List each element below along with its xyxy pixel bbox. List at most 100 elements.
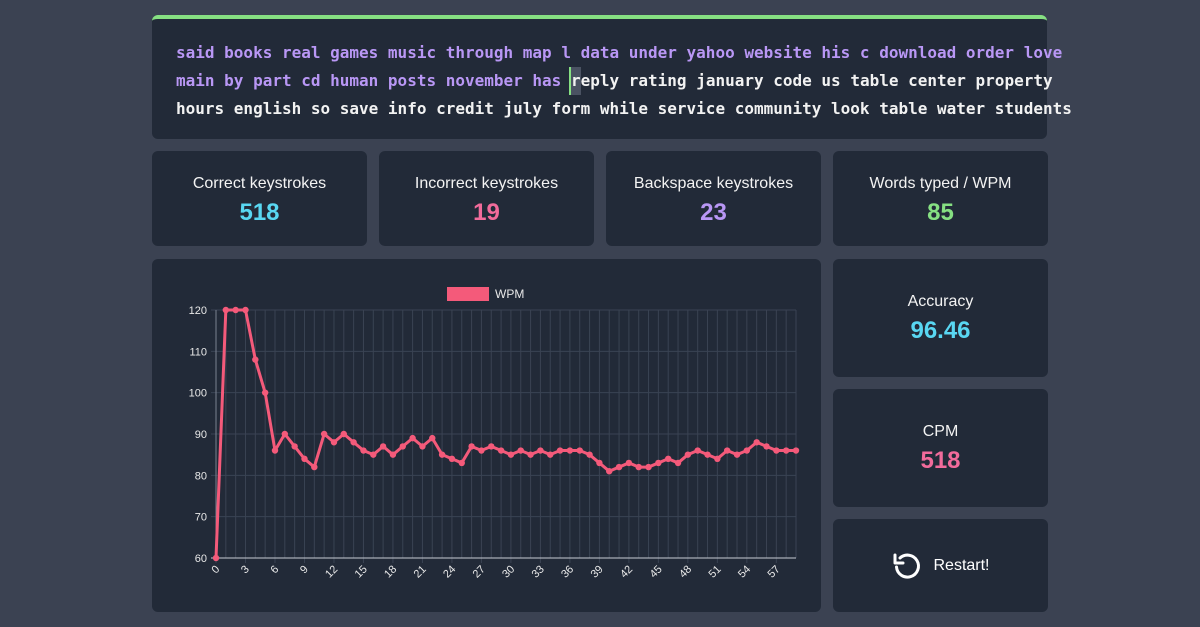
x-tick-label: 39 xyxy=(589,563,606,580)
data-point xyxy=(232,306,239,314)
data-point xyxy=(497,447,505,454)
data-point xyxy=(389,451,397,458)
x-tick-label: 51 xyxy=(707,563,724,580)
data-point xyxy=(792,447,800,454)
x-tick-label: 12 xyxy=(323,563,340,580)
restart-button[interactable]: Restart! xyxy=(833,519,1048,612)
stat-value: 518 xyxy=(920,447,961,474)
data-point xyxy=(743,447,751,454)
data-point xyxy=(753,439,760,446)
backspace-keystrokes-card: Backspace keystrokes 23 xyxy=(606,151,821,246)
stat-value: 96.46 xyxy=(910,317,971,344)
data-point xyxy=(399,443,406,450)
data-point xyxy=(684,451,692,458)
data-point xyxy=(330,439,338,446)
data-point xyxy=(261,389,269,396)
data-point xyxy=(606,468,613,475)
text-line: hours english so save info credit july f… xyxy=(176,95,1072,123)
data-point xyxy=(252,356,259,363)
x-tick-label: 27 xyxy=(471,563,488,580)
wpm-chart-panel: 60 70 80 90 100 110 120 0 3 6 9 12 15 18 21 24 27 30 33 36 3… xyxy=(152,259,821,612)
stat-value: 85 xyxy=(927,199,954,226)
untyped-text: hours english so save info credit july f… xyxy=(176,99,1072,118)
x-tick-label: 30 xyxy=(500,563,517,580)
data-point xyxy=(782,447,790,454)
data-point xyxy=(370,451,377,458)
stat-value: 518 xyxy=(239,199,280,226)
data-point xyxy=(576,447,583,454)
data-point xyxy=(704,451,711,458)
y-tick-label: 60 xyxy=(195,553,207,565)
x-tick-label: 33 xyxy=(530,563,547,580)
data-point xyxy=(281,430,289,438)
typed-text: said books real games music through map … xyxy=(176,43,1063,62)
y-tick-label: 100 xyxy=(189,388,207,400)
y-tick-label: 70 xyxy=(195,512,207,524)
data-point xyxy=(429,434,436,442)
caret: r xyxy=(568,67,581,95)
data-point xyxy=(556,447,564,454)
x-tick-label: 9 xyxy=(298,563,311,576)
words-wpm-card: Words typed / WPM 85 xyxy=(833,151,1048,246)
y-tick-label: 120 xyxy=(189,305,207,317)
data-point xyxy=(527,451,534,458)
data-point xyxy=(635,463,642,471)
restart-label: Restart! xyxy=(933,556,990,574)
data-point xyxy=(222,306,230,314)
data-point xyxy=(360,447,367,454)
data-point xyxy=(507,451,515,458)
data-point xyxy=(655,459,662,467)
data-point xyxy=(566,447,574,454)
typed-text: main by part cd human posts november has xyxy=(176,71,571,90)
x-tick-label: 3 xyxy=(239,563,252,576)
x-tick-label: 54 xyxy=(736,563,753,580)
stat-value: 23 xyxy=(700,199,727,226)
data-point xyxy=(773,447,780,454)
data-point xyxy=(438,451,446,458)
data-point xyxy=(468,443,475,450)
accuracy-card: Accuracy 96.46 xyxy=(833,259,1048,377)
stat-label: Accuracy xyxy=(907,293,974,310)
data-point xyxy=(311,463,318,471)
restart-icon xyxy=(893,553,921,579)
data-point xyxy=(763,443,770,450)
x-tick-label: 21 xyxy=(412,563,429,580)
data-point xyxy=(694,447,701,454)
stat-value: 19 xyxy=(473,199,500,226)
stat-label: Correct keystrokes xyxy=(192,175,327,192)
data-point xyxy=(409,434,416,442)
untyped-text: eply rating january code us table center… xyxy=(580,71,1053,90)
data-point xyxy=(517,447,524,454)
data-point xyxy=(596,459,603,467)
data-point xyxy=(458,459,465,467)
incorrect-keystrokes-card: Incorrect keystrokes 19 xyxy=(379,151,594,246)
legend-swatch xyxy=(447,287,489,301)
text-line: said books real games music through map … xyxy=(176,39,1062,67)
data-point xyxy=(291,443,298,450)
y-tick-label: 110 xyxy=(189,346,207,358)
stat-label: Backspace keystrokes xyxy=(633,175,794,192)
data-point xyxy=(488,443,495,450)
stat-label: Incorrect keystrokes xyxy=(414,175,559,192)
correct-keystrokes-card: Correct keystrokes 518 xyxy=(152,151,367,246)
data-point xyxy=(320,430,328,438)
x-tick-label: 42 xyxy=(618,563,635,580)
cpm-card: CPM 518 xyxy=(833,389,1048,507)
text-line: main by part cd human posts november has… xyxy=(176,67,1053,95)
data-point xyxy=(340,430,347,438)
x-tick-label: 6 xyxy=(269,563,282,576)
x-tick-label: 18 xyxy=(382,563,399,580)
x-tick-label: 48 xyxy=(677,563,694,580)
data-point xyxy=(242,306,249,314)
data-point xyxy=(547,451,554,458)
data-point xyxy=(419,443,426,450)
data-point xyxy=(586,451,593,458)
x-tick-label: 45 xyxy=(648,563,665,580)
data-point xyxy=(674,459,682,467)
data-point xyxy=(301,455,308,462)
stat-label: CPM xyxy=(922,423,959,440)
data-point xyxy=(723,447,731,454)
stat-label: Words typed / WPM xyxy=(869,175,1012,192)
y-tick-label: 90 xyxy=(195,429,207,441)
